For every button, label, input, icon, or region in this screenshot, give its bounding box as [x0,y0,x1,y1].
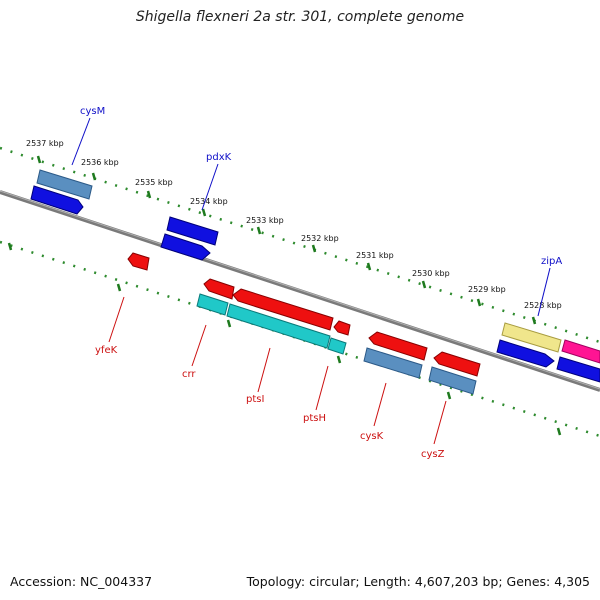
tick-mark [556,427,562,436]
gene-label-cysM: cysM [80,106,105,117]
tick-label: 2532 kbp [301,234,339,243]
reverse-tick-marks [7,242,562,436]
tick-marks [36,155,537,325]
map-title: Shigella flexneri 2a str. 301, complete … [135,9,465,25]
tick-mark [476,298,482,307]
gene-label-ptsH: ptsH [303,413,326,424]
reverse-labels: yfeK crr ptsI ptsH cysK cysZ [95,345,445,460]
gene-ptsH-feature [327,337,347,355]
gene-ptsI-feature [226,303,331,349]
tick-mark [336,355,342,364]
gene-label-ptsI: ptsI [246,394,264,405]
reverse-label-leaders [108,296,447,445]
genome-backbone [0,190,600,392]
gene-pdxK-feature [166,216,219,246]
tick-label: 2528 kbp [524,301,562,310]
cysM-leader [71,117,91,166]
tick-label: 2534 kbp [190,197,228,206]
tick-mark [226,319,232,328]
tick-mark [146,190,152,199]
gene-cysZ [433,351,481,377]
tick-mark [91,172,97,181]
genome-backbone-highlight [0,190,600,390]
tick-mark [446,391,452,400]
tick-mark [366,262,372,271]
gene-cysZ-feature [428,366,477,395]
forward-label-leaders [71,117,551,317]
genome-summary-text: Topology: circular; Length: 4,607,203 bp… [246,574,590,589]
gene-yfeK [127,252,150,271]
zipA-leader [537,267,551,317]
tick-label: 2529 kbp [468,285,506,294]
cysZ-leader [433,400,447,445]
cysK-leader [373,382,387,427]
gene-label-cysZ: cysZ [421,449,445,460]
gene-pdxK [160,233,211,261]
tick-label: 2536 kbp [81,158,119,167]
gene-label-crr: crr [182,369,196,380]
gene-cysK-feature [363,347,423,379]
tick-mark [201,208,207,217]
gene-cysM [30,185,84,215]
forward-genes [30,169,600,383]
gene-ptsI [232,288,334,331]
tick-label: 2531 kbp [356,251,394,260]
tick-labels: 2537 kbp 2536 kbp 2535 kbp 2534 kbp 2533… [26,139,562,310]
tick-label: 2530 kbp [412,269,450,278]
tick-mark [531,316,537,325]
gene-blue-right [556,356,600,383]
tick-mark [7,242,13,251]
forward-labels: cysM pdxK zipA [80,106,562,267]
yfeK-leader [108,296,125,343]
reverse-genes [127,252,481,395]
gene-ptsH [333,320,351,336]
gene-label-cysK: cysK [360,431,384,442]
tick-label: 2537 kbp [26,139,64,148]
gene-crr [203,278,235,300]
tick-mark [116,283,122,292]
ptsI-leader [257,347,271,393]
gene-cysK [368,331,428,361]
tick-label: 2533 kbp [246,216,284,225]
gene-label-pdxK: pdxK [206,152,232,163]
crr-leader [191,324,207,367]
accession-text: Accession: NC_004337 [10,574,153,589]
gene-label-yfeK: yfeK [95,345,118,356]
tick-mark [256,226,262,235]
gene-magenta-feature [561,339,600,364]
tick-mark [421,280,427,289]
ptsH-leader [315,365,329,411]
tick-label: 2535 kbp [135,178,173,187]
gene-label-zipA: zipA [541,256,562,267]
tick-mark [311,244,317,253]
gene-zipA [496,339,555,368]
pdxK-leader [201,163,219,211]
tick-mark [36,155,42,164]
gene-cysM-feature [36,169,93,200]
gene-crr-feature [196,293,229,316]
gene-zipA-feature [501,322,562,353]
